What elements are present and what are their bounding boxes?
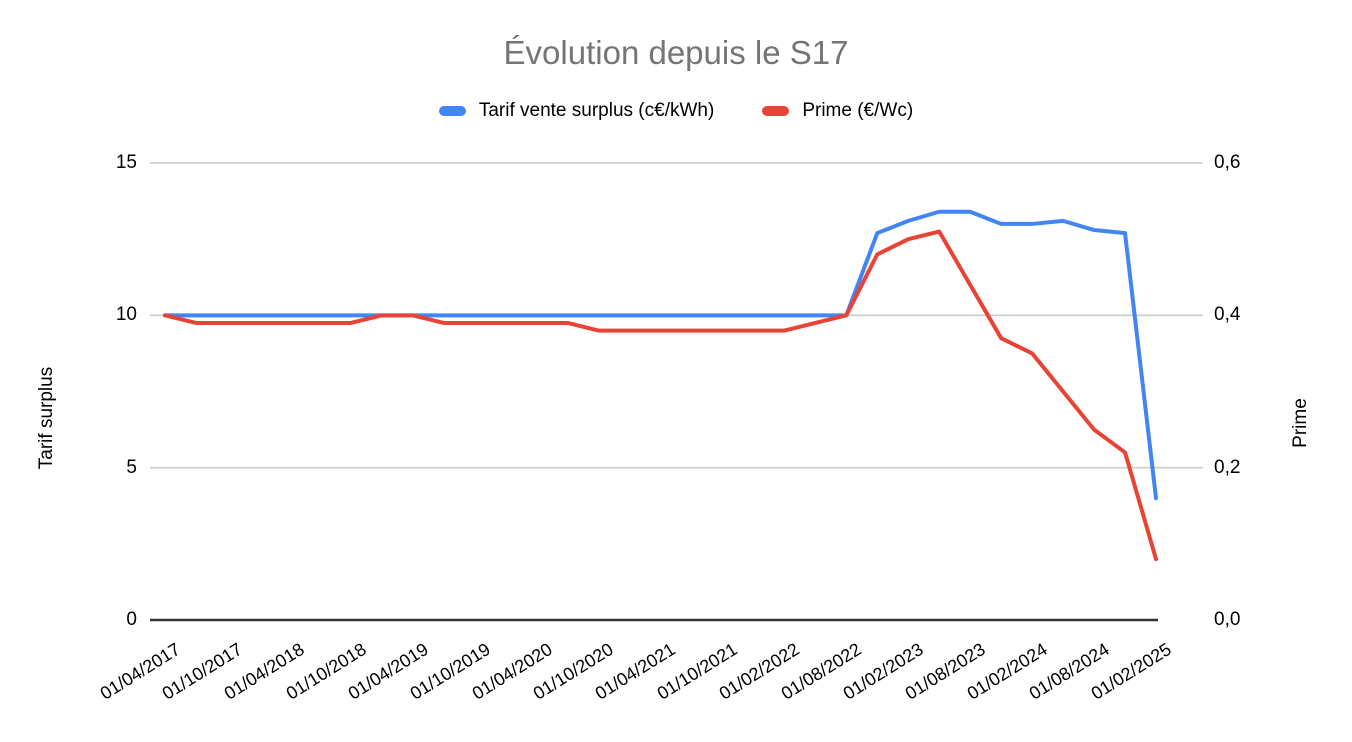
y-tick-left: 15 <box>115 152 137 173</box>
legend-label-tarif-surplus: Tarif vente surplus (c€/kWh) <box>478 100 715 121</box>
right-axis-title: Prime <box>1290 398 1311 448</box>
y-tick-left: 5 <box>126 456 137 478</box>
chart-title: Évolution depuis le S17 <box>503 34 849 71</box>
y-tick-left: 10 <box>115 304 137 326</box>
legend-item-prime: Prime (€/Wc) <box>762 100 913 122</box>
left-axis-title: Tarif surplus <box>36 366 57 470</box>
y-tick-right: 0,4 <box>1214 304 1241 326</box>
legend-label-prime: Prime (€/Wc) <box>802 100 914 121</box>
series-line-tarif-surplus <box>163 209 1158 501</box>
series-line-prime <box>163 229 1158 562</box>
y-tick-left: 0 <box>126 609 137 630</box>
y-tick-right: 0,6 <box>1214 152 1241 173</box>
legend-swatch-prime <box>762 106 790 116</box>
legend: Tarif vente surplus (c€/kWh) Prime (€/Wc… <box>0 100 1352 122</box>
legend-item-tarif-surplus: Tarif vente surplus (c€/kWh) <box>438 100 715 122</box>
y-tick-right: 0,0 <box>1214 609 1241 630</box>
y-tick-right: 0,2 <box>1214 456 1241 478</box>
legend-swatch-tarif-surplus <box>438 106 466 116</box>
